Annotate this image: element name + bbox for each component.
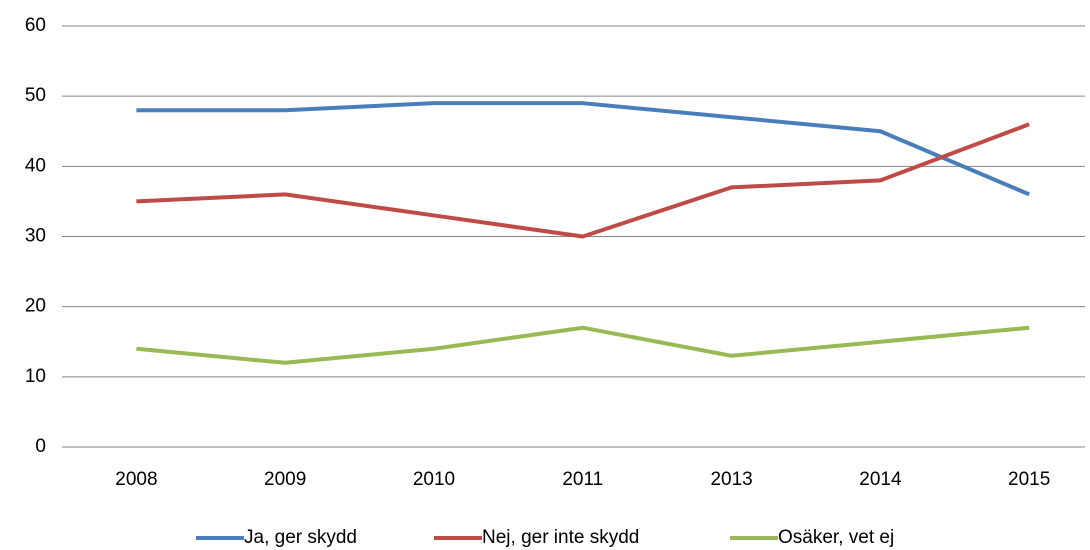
series-line: [136, 122, 1030, 239]
y-tick-label: 50: [25, 85, 46, 106]
x-tick-label: 2009: [264, 469, 306, 490]
x-tick-label: 2010: [413, 469, 455, 490]
series-line: [136, 101, 1030, 197]
y-tick-label: 40: [25, 155, 46, 176]
x-tick-label: 2013: [710, 469, 752, 490]
y-tick-label: 10: [25, 366, 46, 387]
x-tick-label: 2014: [859, 469, 902, 490]
y-tick-label: 30: [25, 226, 46, 247]
y-tick-label: 0: [35, 436, 46, 457]
y-tick-label: 60: [25, 15, 46, 36]
series-line: [136, 325, 1030, 365]
legend-label: Osäker, vet ej: [778, 527, 894, 548]
legend-label: Ja, ger skydd: [244, 527, 357, 548]
legend-label: Nej, ger inte skydd: [482, 527, 639, 548]
x-tick-label: 2015: [1008, 469, 1050, 490]
y-tick-label: 20: [25, 296, 46, 317]
x-tick-label: 2011: [562, 469, 603, 490]
x-tick-label: 2008: [115, 469, 157, 490]
